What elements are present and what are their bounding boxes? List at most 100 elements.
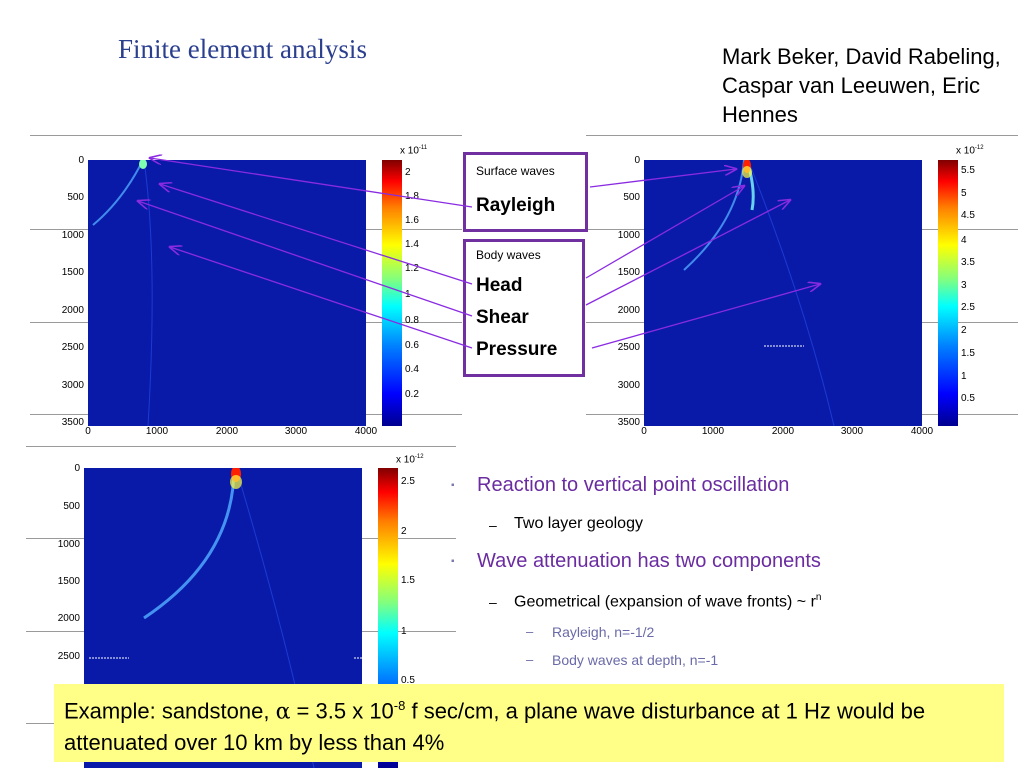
colorbar-tick: 5 <box>961 188 967 199</box>
y-tick: 2000 <box>61 305 84 316</box>
dash-marker: – <box>489 517 497 533</box>
y-tick: 500 <box>63 501 80 512</box>
colorbar-tick: 1.2 <box>405 263 419 274</box>
bullet-2: Wave attenuation has two components <box>477 550 821 572</box>
y-tick: 2000 <box>57 613 80 624</box>
x-tick: 3000 <box>840 426 864 437</box>
y-tick: 1500 <box>617 267 640 278</box>
colorbar-tick: 2 <box>961 325 967 336</box>
arrow-pressure-right <box>591 284 820 349</box>
y-tick: 0 <box>634 155 640 166</box>
colorbar-tick: 4 <box>961 235 967 246</box>
label-rayleigh: Rayleigh <box>476 195 556 216</box>
y-tick: 2000 <box>617 305 640 316</box>
bullet-marker: ▪ <box>451 556 455 567</box>
colorbar-tick: 5.5 <box>961 165 975 176</box>
arrow-head-right <box>585 186 744 279</box>
x-tick: 4000 <box>910 426 934 437</box>
label-shear: Shear <box>476 307 529 328</box>
y-tick: 1500 <box>57 576 80 587</box>
colorbar-tick: 1.4 <box>405 239 419 250</box>
x-tick: 4000 <box>354 426 378 437</box>
bullet-2-item-2: Body waves at depth, n=-1 <box>552 652 719 668</box>
x-tick: 0 <box>85 426 91 437</box>
colorbar <box>382 160 402 426</box>
wavefield-overlay <box>683 160 835 426</box>
y-tick: 2500 <box>617 342 640 353</box>
bullet-2-item-1: Rayleigh, n=-1/2 <box>552 624 655 640</box>
y-tick: 0 <box>78 155 84 166</box>
colorbar-tick: 4.5 <box>961 210 975 221</box>
y-tick: 3500 <box>61 417 84 428</box>
y-tick: 1500 <box>61 267 84 278</box>
colorbar-exponent: x 10-12 <box>956 145 984 157</box>
bullet-marker: ▪ <box>451 480 455 491</box>
y-tick: 1000 <box>61 230 84 241</box>
dash-marker: – <box>489 594 497 610</box>
colorbar-tick: 0.4 <box>405 364 419 375</box>
authors: Mark Beker, David Rabeling, Caspar van L… <box>722 44 1001 127</box>
bullet-1-sub: Two layer geology <box>514 515 643 532</box>
x-tick: 3000 <box>284 426 308 437</box>
label-pressure: Pressure <box>476 339 558 360</box>
colorbar-tick: 0.5 <box>961 393 975 404</box>
colorbar-tick: 0.5 <box>401 675 415 686</box>
y-tick: 3000 <box>61 380 84 391</box>
colorbar-tick: 1.6 <box>405 215 419 226</box>
arrow-shear-left <box>138 201 473 317</box>
wavefield-overlay <box>92 160 153 426</box>
colorbar-tick: 2 <box>401 526 407 537</box>
y-tick: 0 <box>74 463 80 474</box>
colorbar-tick: 2.5 <box>961 302 975 313</box>
colorbar-tick: 0.8 <box>405 315 419 326</box>
colorbar-tick: 1.8 <box>405 191 419 202</box>
x-tick: 0 <box>641 426 647 437</box>
slide-title: Finite element analysis <box>118 34 367 64</box>
colorbar-tick: 0.6 <box>405 340 419 351</box>
colorbar-tick: 1 <box>401 626 407 637</box>
x-tick: 1000 <box>701 426 725 437</box>
y-tick: 3500 <box>617 417 640 428</box>
x-tick: 2000 <box>771 426 795 437</box>
surface-waves-box: Surface waves Rayleigh <box>463 152 588 232</box>
y-tick: 500 <box>67 192 84 203</box>
colorbar <box>938 160 958 426</box>
plot-left-top: x 10-11 2 1.8 1.6 1.4 1.2 1 0.8 0.6 0.4 … <box>30 135 462 445</box>
arrow-rayleigh-left <box>150 158 473 208</box>
dash-marker: – <box>526 652 534 667</box>
example-callout: Example: sandstone, α = 3.5 x 10-8 f sec… <box>54 684 1004 762</box>
colorbar-exponent: x 10-12 <box>396 454 424 466</box>
y-tick: 1000 <box>57 539 80 550</box>
colorbar-tick: 0.2 <box>405 389 419 400</box>
y-tick: 3000 <box>617 380 640 391</box>
y-tick: 2500 <box>57 651 80 662</box>
y-tick: 1000 <box>617 230 640 241</box>
wavefield-overlay <box>89 468 362 768</box>
wavefield-image <box>88 160 366 426</box>
colorbar-tick: 1.5 <box>401 575 415 586</box>
colorbar-tick: 1.5 <box>961 348 975 359</box>
colorbar-tick: 2.5 <box>401 476 415 487</box>
colorbar-tick: 2 <box>405 167 411 178</box>
body-waves-box: Body waves Head Shear Pressure <box>463 239 585 377</box>
colorbar-tick: 3.5 <box>961 257 975 268</box>
arrow-pressure-left <box>170 247 473 349</box>
label-head: Head <box>476 275 523 296</box>
surface-waves-heading: Surface waves <box>476 164 555 178</box>
bullet-2-sub: Geometrical (expansion of wave fronts) ~… <box>514 592 822 611</box>
x-tick: 1000 <box>145 426 169 437</box>
dash-marker: – <box>526 624 534 639</box>
arrow-head-left <box>160 184 473 285</box>
body-waves-heading: Body waves <box>476 248 541 262</box>
bullet-1: Reaction to vertical point oscillation <box>477 474 790 496</box>
colorbar-tick: 1 <box>961 371 967 382</box>
arrow-shear-right <box>585 200 790 306</box>
x-tick: 2000 <box>215 426 239 437</box>
arrow-rayleigh-right <box>589 169 736 188</box>
plot-right-top: x 10-12 5.5 5 4.5 4 3.5 3 2.5 2 1.5 1 0.… <box>586 135 1018 445</box>
y-tick: 2500 <box>61 342 84 353</box>
y-tick: 500 <box>623 192 640 203</box>
colorbar-exponent: x 10-11 <box>400 145 428 157</box>
colorbar-tick: 3 <box>961 280 967 291</box>
